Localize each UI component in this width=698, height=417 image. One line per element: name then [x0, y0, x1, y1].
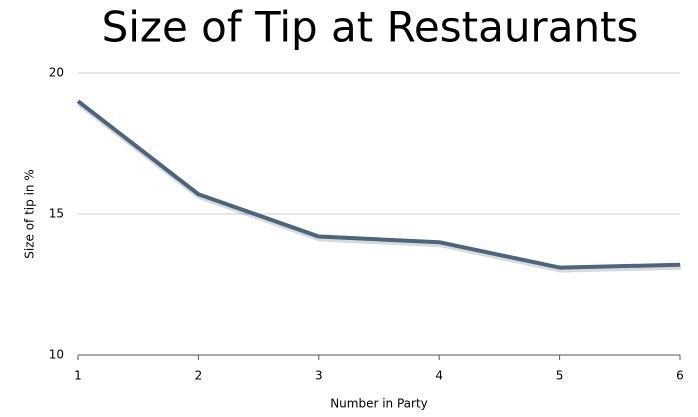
y-tick-label: 15	[49, 207, 64, 221]
x-tick-label: 6	[676, 369, 684, 383]
data-line	[76, 99, 681, 270]
chart-title: Size of Tip at Restaurants	[102, 3, 639, 52]
x-tick-label: 1	[74, 369, 82, 383]
x-axis-label: Number in Party	[330, 397, 428, 411]
x-tick-label: 4	[435, 369, 443, 383]
y-axis-label: Size of tip in %	[23, 169, 37, 258]
y-tick-label: 20	[49, 66, 64, 80]
line-shadow	[77, 100, 682, 273]
x-tick-label: 5	[556, 369, 564, 383]
x-tick-label: 3	[315, 369, 323, 383]
x-tick-label: 2	[195, 369, 203, 383]
y-tick-label: 10	[49, 348, 64, 362]
